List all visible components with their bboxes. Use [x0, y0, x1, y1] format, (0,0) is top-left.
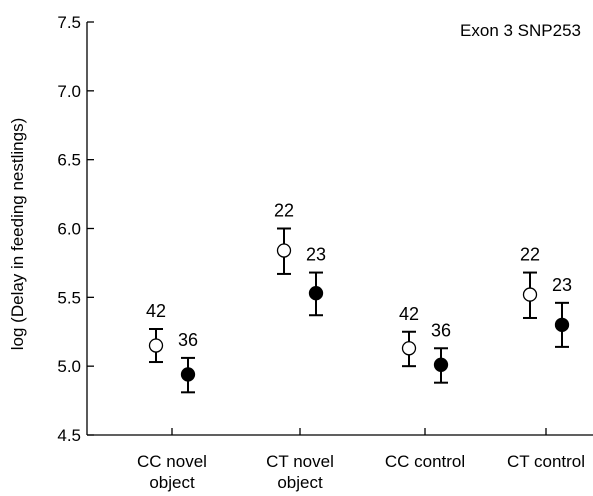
- chart-annotation: Exon 3 SNP253: [460, 21, 581, 40]
- y-tick-label: 6.0: [57, 220, 81, 239]
- data-point-filled: [554, 317, 570, 333]
- y-tick-label: 7.5: [57, 13, 81, 32]
- sample-size-label: 23: [552, 275, 572, 295]
- sample-size-label: 22: [274, 201, 294, 221]
- y-tick-label: 4.5: [57, 426, 81, 445]
- data-point-filled: [180, 367, 196, 382]
- sample-size-label: 42: [146, 301, 166, 321]
- x-tick-label: object: [149, 473, 195, 492]
- data-point-filled: [308, 286, 324, 301]
- data-point-open: [276, 243, 292, 258]
- sample-size-label: 42: [399, 304, 419, 324]
- x-tick-label: CC control: [385, 452, 465, 471]
- x-tick-label: CT novel: [266, 452, 334, 471]
- y-axis-label: log (Delay in feeding nestlings): [8, 118, 27, 350]
- data-point-open: [148, 338, 164, 353]
- x-tick-label: object: [277, 473, 323, 492]
- x-tick-label: CC novel: [137, 452, 207, 471]
- data-point-open: [522, 287, 538, 302]
- data-point-filled: [433, 357, 449, 372]
- y-tick-label: 5.5: [57, 288, 81, 307]
- sample-size-label: 22: [520, 245, 540, 265]
- data-point-open: [401, 341, 417, 356]
- sample-size-label: 36: [178, 330, 198, 350]
- data-marks: 42 22 42 22 36 23 36 23: [146, 201, 572, 394]
- axes: 4.5 5.0 5.5 6.0 6.5 7.0 7.5 CC novel object CT no…: [57, 13, 593, 492]
- sample-size-label: 23: [306, 245, 326, 265]
- y-tick-label: 6.5: [57, 151, 81, 170]
- x-tick-label: CT control: [507, 452, 585, 471]
- y-tick-label: 7.0: [57, 82, 81, 101]
- y-tick-label: 5.0: [57, 357, 81, 376]
- sample-size-label: 36: [431, 320, 451, 340]
